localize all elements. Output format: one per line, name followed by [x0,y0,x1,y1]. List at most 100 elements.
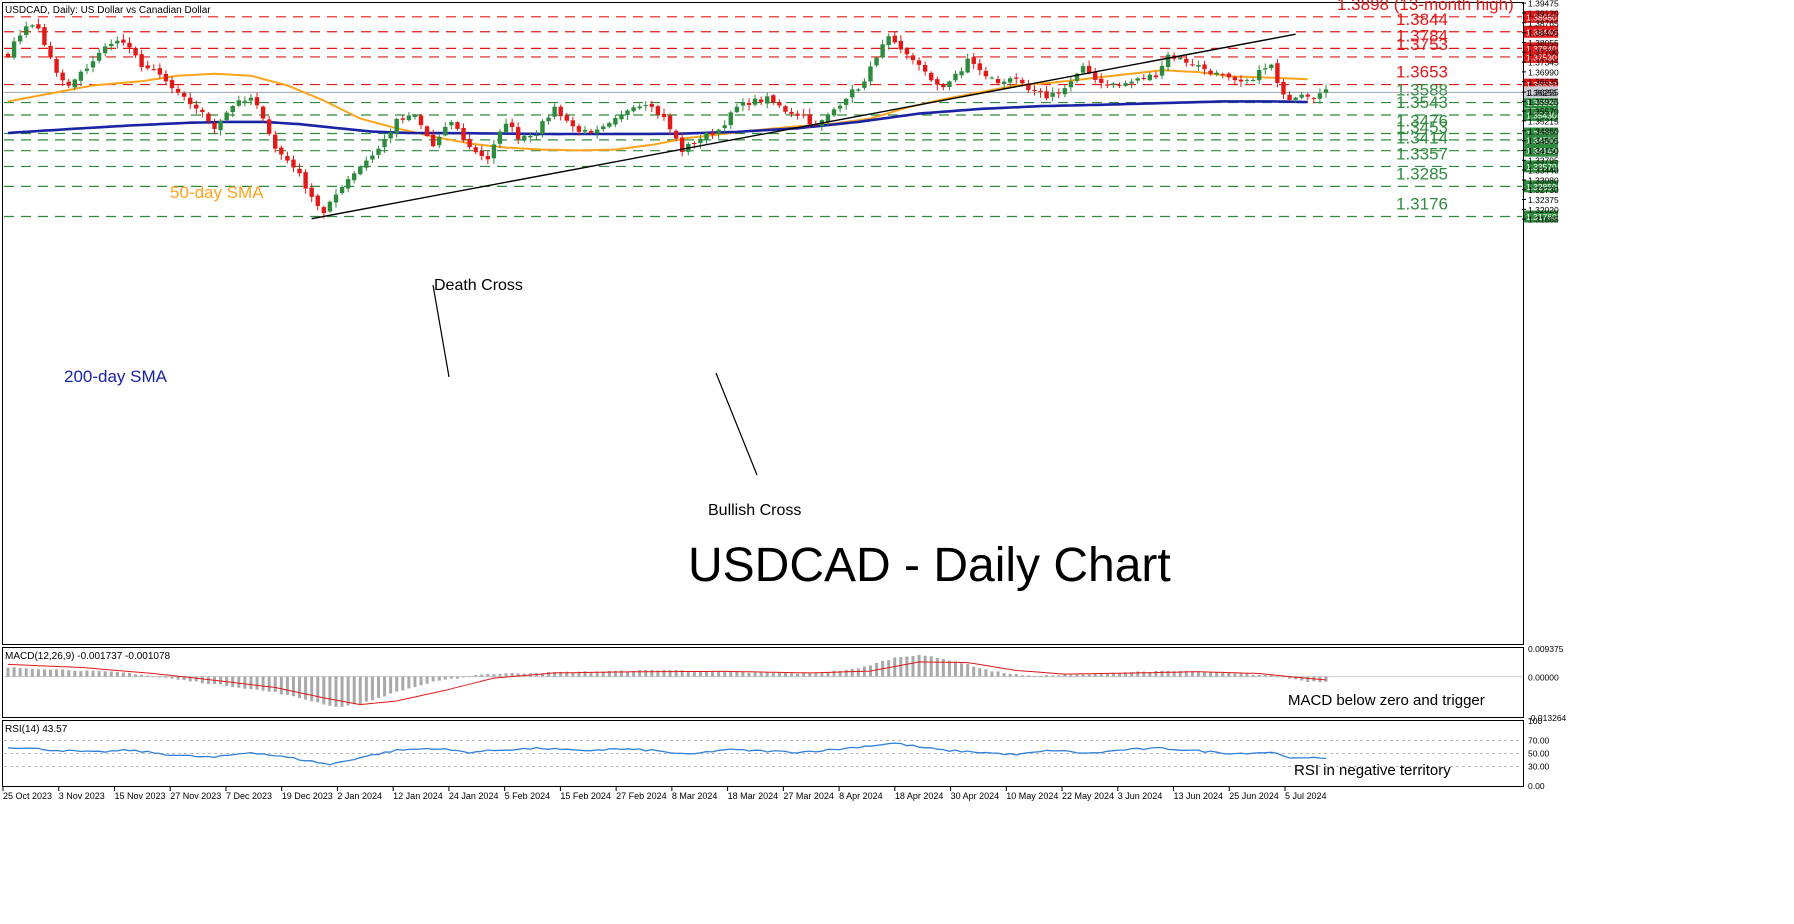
time-axis: 25 Oct 2023 3 Nov 2023 15 Nov 2023 27 Nov 2… [2,787,1327,801]
macd-histogram-bar [850,668,854,677]
bull-candle [1080,66,1086,73]
resistance-level-label: 1.3753 [1396,35,1448,54]
bull-candle [619,114,624,120]
resistance-level-label: 1.3844 [1396,10,1448,29]
time-tick-label: 15 Nov 2023 [114,791,165,801]
macd-histogram-bar [790,673,794,677]
watermark-title: USDCAD - Daily Chart [688,539,1171,592]
bear-candle [1056,92,1061,94]
bull-candle [1111,83,1116,85]
macd-histogram-bar [692,671,696,677]
support-price-tag [1524,133,1558,146]
bull-candle [1293,97,1298,100]
macd-histogram-bar [777,672,781,677]
bull-candle [953,73,958,81]
bear-candle [1014,77,1019,79]
macd-histogram-bar [838,670,842,677]
macd-histogram-bar [364,676,368,702]
bear-candle [260,106,266,119]
bear-candle [1032,89,1037,91]
macd-histogram-bar [158,676,162,678]
macd-histogram-bar [899,657,903,677]
macd-histogram-bar [127,672,131,677]
moving-averages [7,69,1308,152]
price-tick-label: 1.31665 [1528,215,1559,225]
bull-candle [704,132,709,140]
macd-histogram-bar [1051,675,1055,677]
sma50-label: 50-day SMA [170,183,264,202]
bull-candle [752,98,758,105]
macd-histogram-bar [1136,671,1140,677]
bull-candle [370,155,375,160]
bull-candle [698,138,703,144]
macd-histogram-bar [304,676,308,700]
macd-histogram-bar [680,670,684,677]
bear-candle [1141,78,1146,80]
bear-candle [212,123,217,129]
macd-histogram-bar [91,670,95,677]
support-price-tag-text: 1.32850 [1526,182,1557,192]
time-tick-label: 5 Jul 2024 [1285,791,1327,801]
price-tick-label: 1.35925 [1528,97,1559,107]
bull-candle [17,35,23,42]
macd-histogram-bar [966,664,970,677]
macd-histogram-bar [231,676,235,688]
bear-candle [1026,83,1031,91]
sma200-label: 200-day SMA [64,367,168,386]
price-tick-label: 1.38055 [1528,38,1559,48]
bull-candle [740,102,746,106]
bear-candle [795,113,800,116]
support-price-tag-text: 1.35880 [1526,98,1557,108]
macd-histogram-bar [1257,674,1261,677]
bull-candle [1123,83,1128,86]
macd-histogram-bar [972,666,976,677]
bull-candle [437,136,442,146]
macd-histogram-bar [328,676,332,706]
bear-candle [1226,73,1232,78]
macd-histogram-bar [1160,670,1164,677]
bear-candle [898,40,904,50]
macd-histogram-bar [389,676,393,694]
current-price-tag-text: 1.36255 [1526,88,1557,98]
macd-histogram-bar [383,676,387,697]
bear-candle [127,42,132,48]
macd-histogram-bar [601,671,605,677]
bear-candle [922,64,928,72]
bull-candle [874,57,879,66]
price-tick-label: 1.32375 [1528,195,1559,205]
macd-histogram-bar [419,676,423,686]
bear-candle [1281,81,1286,95]
bear-candle [5,53,11,57]
bear-candle [661,113,667,118]
macd-histogram-bar [97,670,101,677]
macd-histogram-bar [6,667,10,677]
macd-histogram-bar [978,668,982,677]
price-tick-label: 1.39475 [1528,0,1559,9]
resistance-level-label: 1.3898 (13-month high) [1337,0,1514,14]
macd-histogram-bar [358,676,362,705]
bull-candle [449,121,454,126]
bull-candle [989,77,995,79]
macd-histogram-bar [1039,676,1043,678]
bull-candle [722,125,727,129]
bull-candle [868,66,873,82]
macd-histogram-bar [1172,671,1176,677]
bear-candle [181,92,187,97]
bull-candle [230,106,235,113]
macd-histogram-bar [741,672,745,677]
bull-candle [1068,81,1074,88]
macd-histogram-bar [334,676,338,707]
bull-candle [734,106,740,113]
bear-candle [66,81,71,86]
price-tick-label: 1.38405 [1528,28,1559,38]
macd-histogram-bar [626,671,630,677]
bear-candle [1190,64,1195,66]
price-tick-label: 1.35570 [1528,107,1559,117]
bull-candle [1062,88,1068,95]
macd-histogram-bar [1008,673,1012,677]
macd-histogram-bar [1045,675,1049,677]
bull-candle [90,61,96,68]
macd-annotation: MACD below zero and trigger [1288,692,1485,709]
